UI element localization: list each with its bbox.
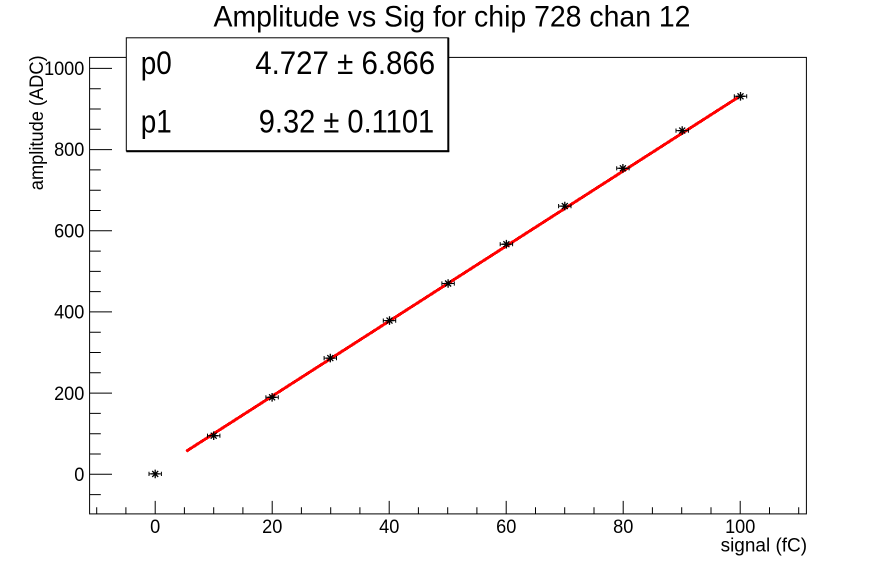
svg-text:20: 20: [262, 516, 282, 538]
svg-text:600: 600: [54, 220, 84, 242]
svg-text:1000: 1000: [44, 58, 84, 80]
svg-text:800: 800: [54, 139, 84, 161]
svg-text:4.727 ± 6.866: 4.727 ± 6.866: [255, 45, 435, 81]
svg-text:100: 100: [725, 516, 755, 538]
svg-text:0: 0: [150, 516, 160, 538]
svg-text:signal (fC): signal (fC): [721, 534, 808, 556]
svg-text:80: 80: [613, 516, 633, 538]
svg-text:p0: p0: [141, 45, 172, 81]
svg-text:400: 400: [54, 302, 84, 324]
svg-text:p1: p1: [141, 104, 172, 140]
svg-text:9.32 ± 0.1101: 9.32 ± 0.1101: [259, 104, 435, 140]
svg-text:Amplitude vs Sig for chip 728: Amplitude vs Sig for chip 728 chan 12: [214, 1, 691, 34]
svg-text:60: 60: [496, 516, 516, 538]
svg-text:40: 40: [379, 516, 399, 538]
svg-text:200: 200: [54, 383, 84, 405]
svg-text:0: 0: [74, 464, 84, 486]
svg-text:amplitude (ADC): amplitude (ADC): [26, 55, 48, 190]
